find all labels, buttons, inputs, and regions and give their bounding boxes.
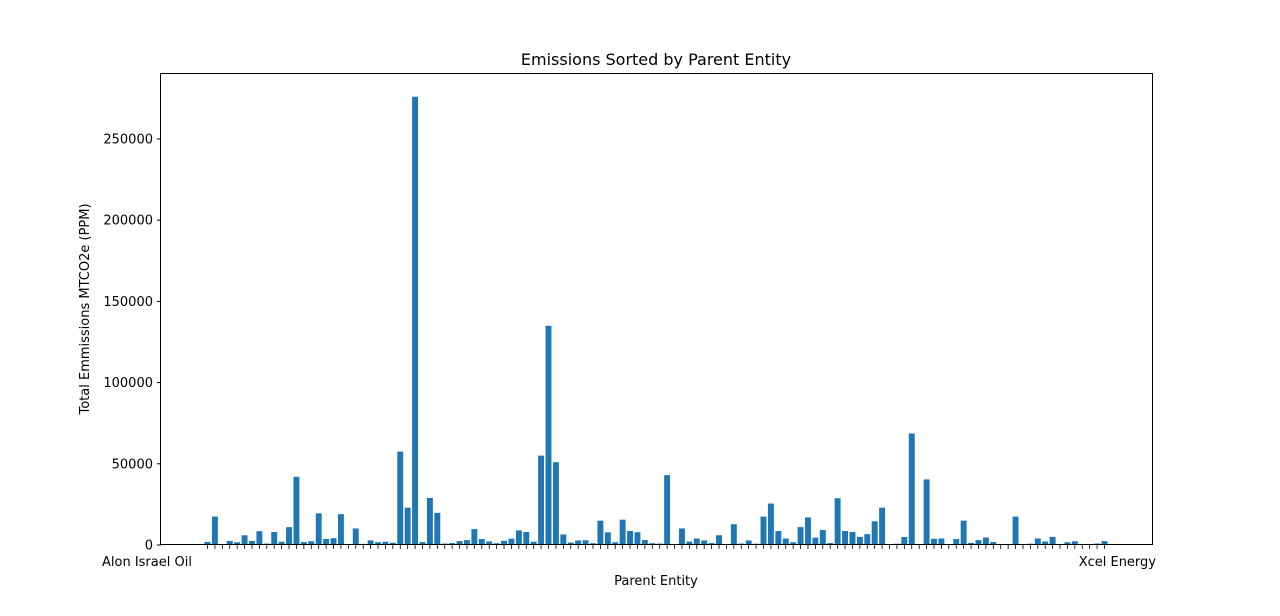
bar: [983, 538, 989, 545]
bar: [627, 531, 633, 545]
bar: [872, 521, 878, 545]
bar: [768, 504, 774, 545]
bar: [434, 513, 440, 545]
bar: [353, 528, 359, 545]
bar: [286, 527, 292, 545]
bar: [212, 517, 218, 545]
bar: [620, 520, 626, 545]
bar: [879, 508, 885, 545]
bar: [805, 517, 811, 545]
bar: [798, 527, 804, 545]
bar: [812, 538, 818, 545]
bar: [679, 528, 685, 545]
y-tick-label: 50000: [112, 457, 153, 472]
bar: [516, 530, 522, 545]
bar: [553, 462, 559, 545]
bar: [835, 498, 841, 545]
x-tick-label: Alon Israel Oil: [102, 555, 192, 570]
bar: [316, 513, 322, 545]
y-tick-label: 250000: [103, 132, 153, 147]
bar: [1050, 537, 1056, 545]
bar: [842, 531, 848, 545]
bar: [716, 535, 722, 545]
y-tick-label: 0: [145, 539, 153, 554]
y-axis-label: Total Emmissions MTCO2e (PPM): [78, 203, 93, 415]
bar: [523, 532, 529, 545]
bar: [405, 508, 411, 545]
bar: [664, 475, 670, 545]
bar: [471, 529, 477, 545]
y-tick-label: 150000: [103, 295, 153, 310]
bar: [560, 534, 566, 545]
bar: [864, 534, 870, 545]
bar: [331, 538, 337, 545]
bar: [538, 456, 544, 545]
bar: [338, 514, 344, 545]
y-tick-label: 200000: [103, 214, 153, 229]
bar: [597, 521, 603, 545]
bar: [397, 452, 403, 545]
bar: [293, 477, 299, 545]
bar: [901, 537, 907, 545]
chart-title: Emissions Sorted by Parent Entity: [521, 50, 791, 69]
bar: [412, 97, 418, 545]
y-tick-label: 100000: [103, 376, 153, 391]
bar: [761, 517, 767, 545]
bar: [605, 532, 611, 545]
bar: [546, 326, 552, 545]
bar: [242, 535, 248, 545]
bar: [1013, 517, 1019, 545]
bar: [924, 479, 930, 545]
bar: [820, 530, 826, 545]
bar: [635, 532, 641, 545]
bar: [731, 524, 737, 545]
bar: [961, 521, 967, 545]
x-axis-label: Parent Entity: [614, 574, 698, 589]
bar: [256, 531, 262, 545]
bar: [909, 433, 915, 545]
bar: [857, 537, 863, 545]
bar: [427, 498, 433, 545]
bar: [775, 531, 781, 545]
bar: [271, 532, 277, 545]
x-tick-label: Xcel Energy: [1079, 555, 1157, 570]
bar: [849, 532, 855, 545]
